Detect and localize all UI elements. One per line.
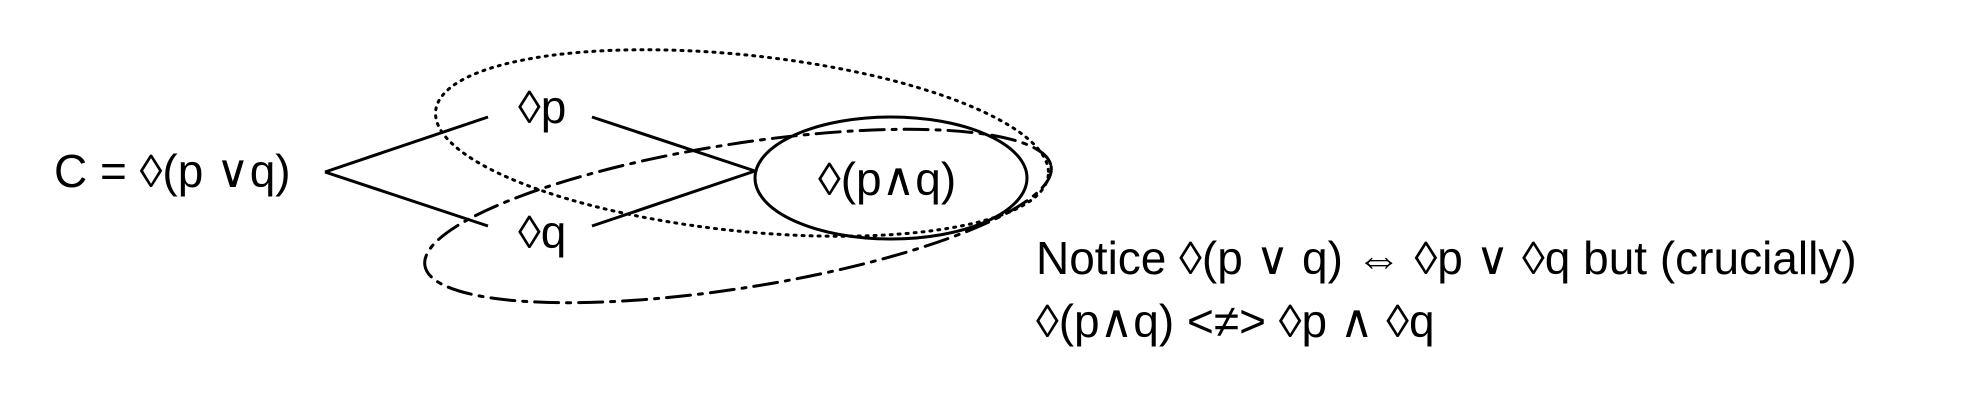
root-label: C = ◊(p ∨q) (54, 145, 291, 197)
edge-diamond-p-to-conj (591, 115, 756, 173)
edge-diamond-q-to-conj (591, 169, 756, 228)
node-diamond-p-and-q: ◊(p∧q) (818, 153, 957, 205)
solid-ellipse-diamond-p-and-q (753, 115, 1029, 241)
note-line-2: ◊(p∧q) <≠> ◊p ∧ ◊q (1036, 295, 1435, 347)
node-diamond-p: ◊p (518, 81, 567, 133)
dotted-ellipse-diamond-p (434, 48, 1050, 238)
edge-root-to-diamond-q (324, 170, 489, 228)
dashdot-ellipse-diamond-q (423, 127, 1053, 305)
edge-root-to-diamond-p (324, 115, 489, 174)
note-line-1: Notice ◊(p ∨ q) ⇔ ◊p ∨ ◊q but (crucially… (1036, 232, 1857, 284)
node-diamond-q: ◊q (518, 206, 567, 258)
